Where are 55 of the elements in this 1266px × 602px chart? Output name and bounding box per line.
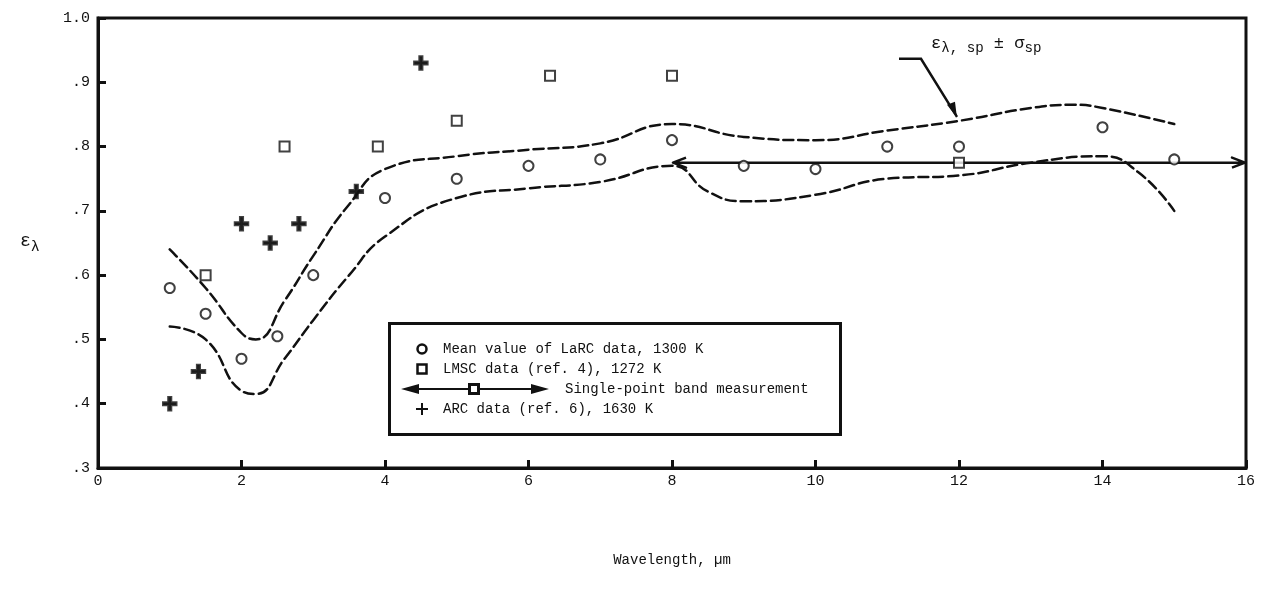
point	[953, 140, 965, 153]
x-tick-label: 4	[380, 473, 390, 490]
point	[737, 159, 750, 172]
x-tick-label: 16	[1236, 473, 1256, 490]
point	[163, 282, 176, 294]
point	[1096, 121, 1109, 134]
point	[953, 156, 965, 169]
y-tick-label: .4	[71, 395, 90, 413]
point	[190, 363, 207, 380]
point	[413, 55, 429, 71]
x-tick-label: 8	[667, 473, 677, 490]
legend-label: Mean value of LaRC data, 1300 K	[443, 341, 704, 357]
point	[262, 235, 278, 251]
x-tick-label: 6	[523, 473, 534, 490]
annotation: ε$_{λ, sp}$ ± σ$_{sp}$	[930, 32, 1042, 59]
point	[1168, 153, 1181, 166]
y-tick-label: .5	[71, 330, 90, 348]
y-tick-label: .9	[71, 73, 90, 91]
line-series	[168, 103, 1176, 341]
legend-label: ARC data (ref. 6), 1630 K	[443, 401, 654, 417]
point	[291, 215, 307, 232]
y-tick-label: 1.0	[62, 9, 90, 27]
point	[278, 140, 291, 153]
x-tick-label: 10	[806, 473, 825, 490]
point	[371, 140, 384, 153]
x-tick-label: 0	[93, 473, 103, 490]
point	[666, 69, 678, 82]
y-tick-label: .7	[71, 202, 90, 220]
point	[348, 183, 365, 200]
point	[450, 172, 463, 185]
point	[162, 395, 178, 412]
y-axis-title: ε$_{λ}$	[20, 231, 40, 256]
y-tick-label: .8	[71, 138, 90, 156]
annotation: Single-point band measurement	[565, 381, 809, 397]
y-tick-label: .6	[71, 266, 90, 284]
point	[307, 269, 320, 282]
point	[271, 330, 284, 343]
x-axis-title: Wavelength, µm	[613, 552, 731, 568]
point	[199, 269, 212, 282]
point	[235, 352, 248, 365]
point	[379, 192, 391, 204]
point	[199, 307, 212, 320]
x-tick-label: 12	[949, 473, 969, 490]
point	[809, 163, 822, 176]
x-tick-label: 2	[236, 473, 247, 490]
y-tick-label: .3	[71, 459, 90, 477]
point	[522, 159, 535, 172]
point	[594, 153, 607, 166]
point	[450, 114, 463, 127]
point	[233, 215, 250, 232]
legend-label: LMSC data (ref. 4), 1272 K	[443, 361, 662, 377]
point	[881, 140, 894, 153]
point	[544, 69, 557, 82]
x-tick-label: 14	[1093, 473, 1112, 490]
point	[666, 134, 678, 147]
